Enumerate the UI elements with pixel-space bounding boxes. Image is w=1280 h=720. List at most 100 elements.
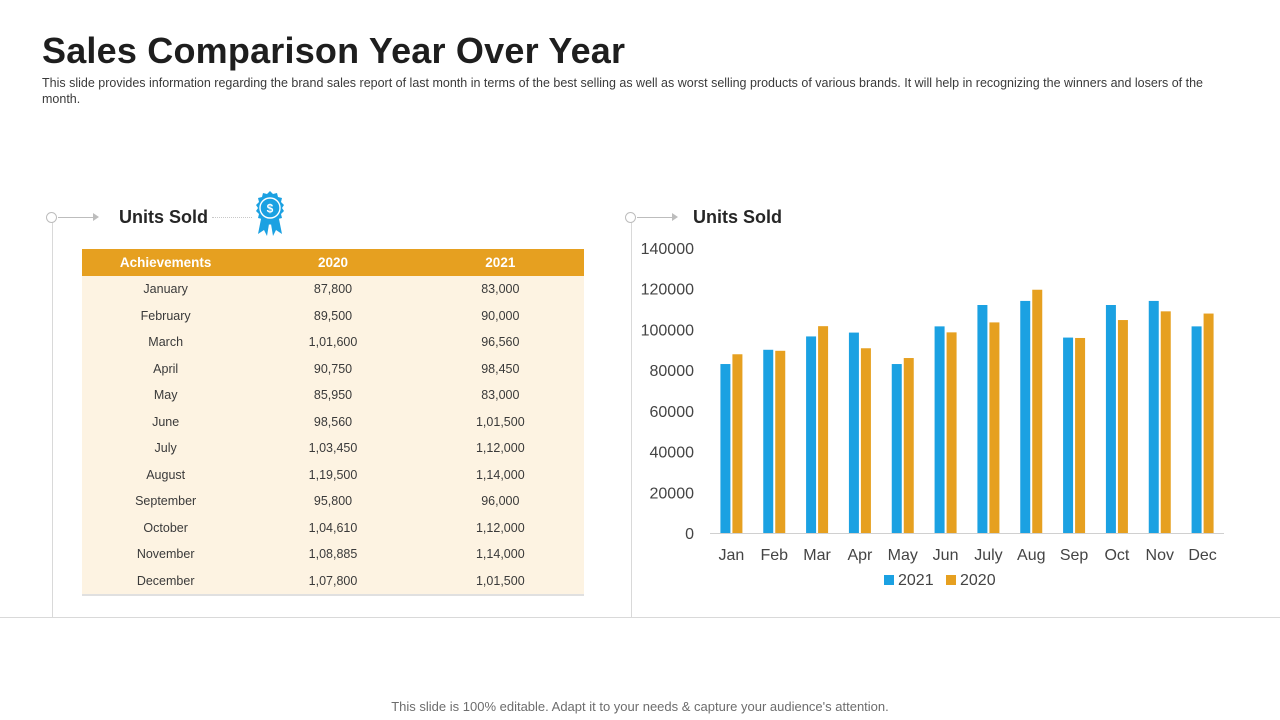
month-cell: December	[82, 567, 250, 596]
x-tick-label: Aug	[1017, 547, 1045, 564]
table-row: July 1,03,450 1,12,000	[82, 435, 584, 462]
table-row: September 95,800 96,000	[82, 488, 584, 515]
value-2021-cell: 83,000	[416, 382, 584, 409]
header-2020: 2020	[249, 249, 417, 276]
left-heading-arrow-line	[58, 217, 94, 218]
value-2021-cell: 83,000	[416, 276, 584, 303]
table-row: June 98,560 1,01,500	[82, 408, 584, 435]
value-2020-cell: 87,800	[249, 276, 417, 303]
bar-2020-dec	[1203, 313, 1214, 533]
table-row: February 89,500 90,000	[82, 302, 584, 329]
value-2021-cell: 1,01,500	[416, 567, 584, 596]
page-subtitle: This slide provides information regardin…	[42, 76, 1203, 106]
month-cell: March	[82, 329, 250, 356]
month-cell: September	[82, 488, 250, 515]
month-cell: October	[82, 514, 250, 541]
table-header-row: Achievements 2020 2021	[82, 249, 584, 276]
value-2020-cell: 1,03,450	[249, 435, 417, 462]
left-heading-arrow-head	[93, 213, 99, 221]
bar-2020-may	[903, 358, 914, 533]
x-tick-label: Jan	[719, 547, 745, 564]
bar-2021-may	[891, 364, 902, 533]
table-row: December 1,07,800 1,01,500	[82, 567, 584, 596]
value-2020-cell: 98,560	[249, 408, 417, 435]
table-row: November 1,08,885 1,14,000	[82, 541, 584, 568]
value-2020-cell: 85,950	[249, 382, 417, 409]
month-cell: February	[82, 302, 250, 329]
month-cell: May	[82, 382, 250, 409]
value-2020-cell: 1,01,600	[249, 329, 417, 356]
y-tick-label: 100000	[641, 322, 694, 339]
header-achievements: Achievements	[82, 249, 250, 276]
bar-2021-jan	[720, 364, 731, 533]
month-cell: January	[82, 276, 250, 303]
units-sold-bar-chart: 0 20000 40000 60000 80000 100000 120000 140000 J…	[641, 241, 1224, 589]
x-tick-label: Oct	[1104, 547, 1129, 564]
bar-2021-oct	[1105, 305, 1116, 533]
left-heading-node	[46, 212, 57, 223]
table-row: January 87,800 83,000	[82, 276, 584, 303]
value-2021-cell: 90,000	[416, 302, 584, 329]
legend-swatch-2020	[946, 575, 956, 585]
value-2021-cell: 1,12,000	[416, 435, 584, 462]
y-tick-label: 140000	[641, 241, 694, 258]
month-cell: July	[82, 435, 250, 462]
y-tick-label: 80000	[650, 363, 695, 380]
x-tick-label: Nov	[1146, 547, 1174, 564]
bar-2021-feb	[763, 349, 774, 533]
table-row: October 1,04,610 1,12,000	[82, 514, 584, 541]
value-2021-cell: 1,14,000	[416, 541, 584, 568]
bar-2020-july	[989, 322, 1000, 533]
right-heading-node	[625, 212, 636, 223]
value-2020-cell: 1,08,885	[249, 541, 417, 568]
value-2020-cell: 1,07,800	[249, 567, 417, 596]
value-2021-cell: 98,450	[416, 355, 584, 382]
month-cell: August	[82, 461, 250, 488]
month-cell: June	[82, 408, 250, 435]
month-cell: November	[82, 541, 250, 568]
footer-note: This slide is 100% editable. Adapt it to…	[391, 699, 889, 714]
value-2021-cell: 1,14,000	[416, 461, 584, 488]
legend-label-2020: 2020	[960, 572, 996, 589]
x-tick-label: Mar	[803, 547, 831, 564]
bar-2020-oct	[1117, 320, 1128, 533]
y-tick-label: 40000	[650, 445, 695, 462]
month-cell: April	[82, 355, 250, 382]
bar-2020-mar	[818, 326, 829, 533]
bar-2020-jun	[946, 332, 957, 533]
left-panel-vertical-line	[52, 222, 53, 618]
right-panel-heading: Units Sold	[693, 207, 782, 227]
bar-2021-apr	[848, 332, 859, 533]
value-2020-cell: 89,500	[249, 302, 417, 329]
bar-2021-mar	[806, 336, 817, 533]
table-row: August 1,19,500 1,14,000	[82, 461, 584, 488]
y-tick-label: 120000	[641, 282, 694, 299]
y-tick-label: 0	[685, 526, 694, 543]
legend-swatch-2021	[884, 575, 894, 585]
x-tick-label: July	[974, 547, 1002, 564]
x-tick-label: May	[888, 547, 918, 564]
table-row: March 1,01,600 96,560	[82, 329, 584, 356]
legend-label-2021: 2021	[898, 572, 934, 589]
bar-2020-apr	[860, 348, 871, 533]
units-sold-table: Achievements 2020 2021 January 87,800 83,0…	[82, 249, 584, 596]
x-tick-label: Dec	[1188, 547, 1216, 564]
svg-text:$: $	[267, 202, 274, 216]
x-tick-label: Feb	[760, 547, 788, 564]
value-2021-cell: 96,000	[416, 488, 584, 515]
bottom-divider	[0, 617, 1280, 618]
table-row: April 90,750 98,450	[82, 355, 584, 382]
bar-2021-sep	[1063, 337, 1074, 533]
bar-2021-jun	[934, 326, 945, 533]
bar-2020-jan	[732, 354, 743, 533]
bar-2021-dec	[1191, 326, 1202, 533]
bar-2020-nov	[1160, 311, 1171, 533]
y-tick-label: 60000	[650, 404, 695, 421]
bar-2021-aug	[1020, 300, 1031, 533]
y-tick-label: 20000	[650, 485, 695, 502]
value-2021-cell: 96,560	[416, 329, 584, 356]
bar-2020-sep	[1075, 337, 1086, 533]
right-panel-vertical-line	[631, 222, 632, 618]
page-title: Sales Comparison Year Over Year	[42, 30, 626, 71]
award-badge-icon: $	[256, 191, 284, 236]
